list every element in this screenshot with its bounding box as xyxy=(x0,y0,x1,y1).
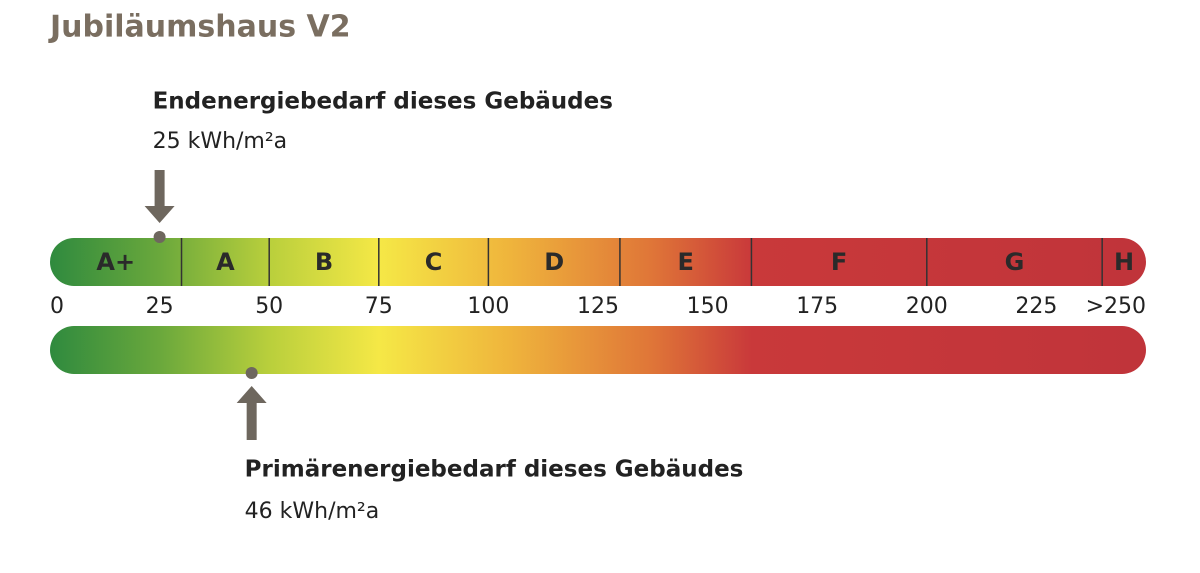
x-tick-label: 200 xyxy=(906,294,948,319)
class-segment xyxy=(269,238,379,286)
marker-arrow xyxy=(236,386,267,440)
class-segment xyxy=(751,238,927,286)
marker-dot xyxy=(153,231,166,243)
marker-dot xyxy=(245,367,258,379)
class-segment xyxy=(619,238,752,286)
class-label: B xyxy=(315,248,333,276)
class-bar xyxy=(50,238,1146,286)
x-tick-label: 25 xyxy=(146,294,174,319)
x-tick-label: 125 xyxy=(577,294,619,319)
x-tick-label: 50 xyxy=(255,294,283,319)
marker-arrow xyxy=(144,170,175,223)
class-label: A+ xyxy=(96,248,135,276)
class-segment xyxy=(181,238,270,286)
x-tick-label: 175 xyxy=(796,294,838,319)
class-segment xyxy=(50,238,182,286)
x-tick-label: 0 xyxy=(50,294,64,319)
gradient-bar xyxy=(50,326,1146,374)
class-label: H xyxy=(1114,248,1134,276)
class-segment xyxy=(1102,238,1146,286)
class-segment xyxy=(926,238,1103,286)
chart-title: Jubiläumshaus V2 xyxy=(48,10,351,45)
class-label: G xyxy=(1005,248,1025,276)
x-tick-label: 150 xyxy=(687,294,729,319)
marker-label: Endenergiebedarf dieses Gebäudes xyxy=(153,89,613,115)
class-label: A xyxy=(216,248,235,276)
x-tick-label: 100 xyxy=(467,294,509,319)
marker-value: 46 kWh/m²a xyxy=(245,499,380,524)
marker-value: 25 kWh/m²a xyxy=(153,129,288,154)
class-label: E xyxy=(677,248,693,276)
x-tick-label: 225 xyxy=(1015,294,1057,319)
class-label: D xyxy=(544,248,564,276)
x-tick-label: 75 xyxy=(365,294,393,319)
class-label: C xyxy=(425,248,443,276)
x-tick-label: >250 xyxy=(1086,294,1146,319)
class-segment xyxy=(488,238,620,286)
marker-label: Primärenergiebedarf dieses Gebäudes xyxy=(245,457,744,483)
class-label: F xyxy=(831,248,847,276)
class-segment xyxy=(378,238,489,286)
